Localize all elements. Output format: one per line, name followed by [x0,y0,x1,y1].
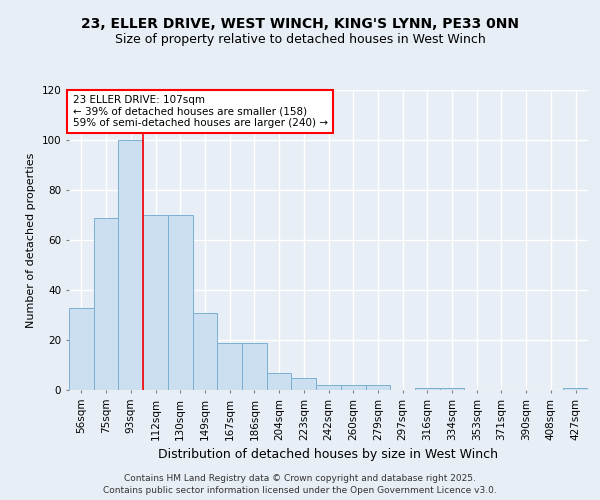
Bar [143,215,168,390]
Bar [365,385,390,390]
Bar [118,140,143,390]
Bar [94,218,118,390]
Text: Size of property relative to detached houses in West Winch: Size of property relative to detached ho… [115,32,485,46]
Bar [440,388,464,390]
Bar [292,378,316,390]
Text: 23 ELLER DRIVE: 107sqm
← 39% of detached houses are smaller (158)
59% of semi-de: 23 ELLER DRIVE: 107sqm ← 39% of detached… [73,95,328,128]
Text: Contains HM Land Registry data © Crown copyright and database right 2025.
Contai: Contains HM Land Registry data © Crown c… [103,474,497,495]
Bar [242,342,267,390]
Bar [193,312,217,390]
Bar [168,215,193,390]
Y-axis label: Number of detached properties: Number of detached properties [26,152,36,328]
Bar [267,372,292,390]
Bar [341,385,365,390]
Bar [563,388,588,390]
Bar [69,308,94,390]
Bar [316,385,341,390]
X-axis label: Distribution of detached houses by size in West Winch: Distribution of detached houses by size … [158,448,499,461]
Text: 23, ELLER DRIVE, WEST WINCH, KING'S LYNN, PE33 0NN: 23, ELLER DRIVE, WEST WINCH, KING'S LYNN… [81,18,519,32]
Bar [415,388,440,390]
Bar [217,342,242,390]
